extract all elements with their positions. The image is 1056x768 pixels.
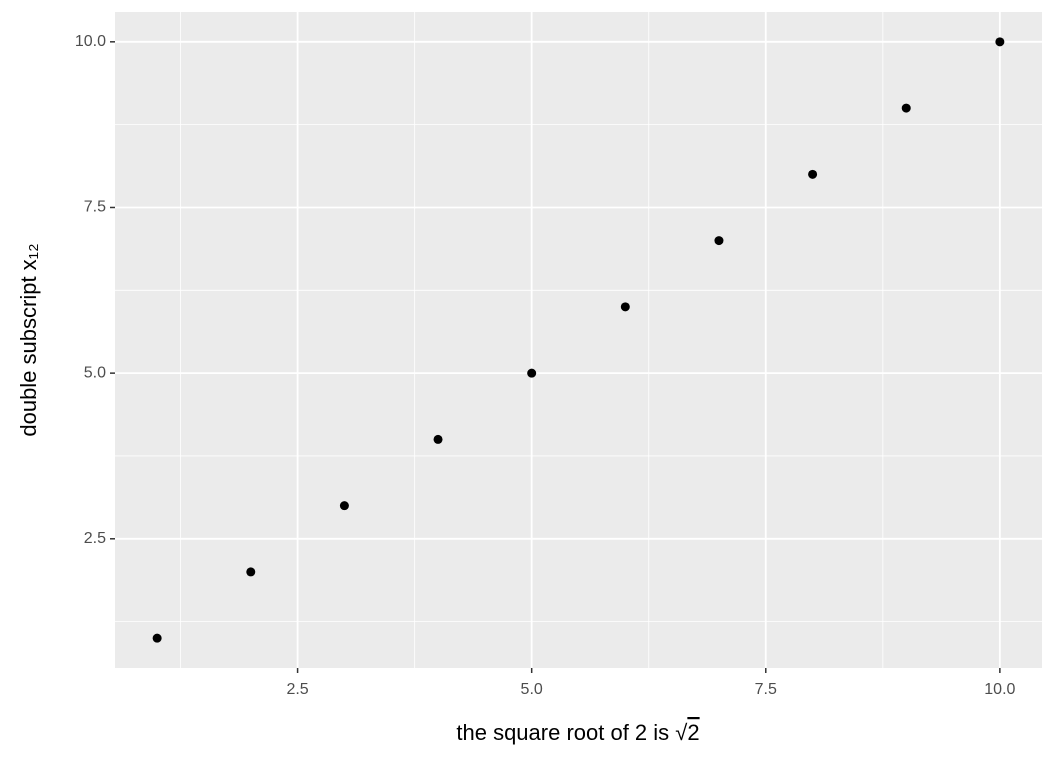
point [620, 302, 630, 312]
x-axis-title: the square root of 2 is √2 [456, 720, 699, 745]
y-tick-label: 7.5 [84, 199, 106, 216]
point [339, 501, 349, 511]
x-tick-label: 5.0 [521, 681, 543, 698]
panel [115, 12, 1042, 668]
point [808, 169, 818, 179]
point [246, 567, 256, 577]
x-tick-label: 7.5 [755, 681, 777, 698]
x-tick-label: 2.5 [286, 681, 308, 698]
y-tick-label: 5.0 [84, 364, 106, 381]
y-axis-title: double subscript x₁₂ [16, 243, 41, 436]
point [901, 103, 911, 113]
point [527, 368, 537, 378]
y-tick-label: 10.0 [75, 33, 106, 50]
point [995, 37, 1005, 47]
point [433, 434, 443, 444]
x-tick-label: 10.0 [984, 681, 1015, 698]
y-tick-label: 2.5 [84, 530, 106, 547]
point [714, 236, 724, 246]
point [152, 633, 162, 643]
